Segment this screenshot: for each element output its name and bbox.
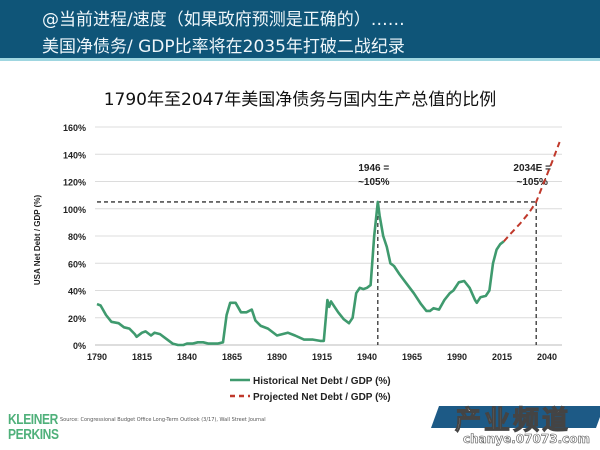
historical-debt-line — [96, 200, 505, 347]
watermark-text: 产业频道 — [454, 406, 572, 437]
y-tick-label: 20% — [68, 314, 86, 324]
x-tick-label: 2040 — [537, 352, 557, 362]
x-tick-label: 1890 — [267, 352, 287, 362]
x-tick-label: 1990 — [447, 352, 467, 362]
annotation-label: 2034E = — [513, 163, 551, 174]
y-tick-label: 140% — [63, 150, 86, 160]
y-tick-label: 80% — [68, 232, 86, 242]
y-tick-label: 120% — [63, 178, 86, 188]
y-axis-label: USA Net Debt / GDP (%) — [33, 195, 42, 286]
chart-title: 1790年至2047年美国净债务与国内生产总值的比例 — [103, 90, 497, 110]
watermark-url: chanye.07073.com — [463, 432, 591, 447]
annotation-label: ~105% — [516, 177, 548, 188]
logo-line-2: PERKINS — [8, 426, 59, 443]
legend-label: Projected Net Debt / GDP (%) — [253, 392, 391, 403]
kleiner-perkins-logo: KLEINER PERKINS — [8, 412, 59, 442]
x-tick-label: 1915 — [312, 352, 332, 362]
y-tick-label: 40% — [68, 287, 86, 297]
legend-label: Historical Net Debt / GDP (%) — [253, 376, 391, 387]
x-tick-label: 1965 — [402, 352, 422, 362]
y-tick-label: 0% — [73, 341, 86, 351]
x-tick-label: 1815 — [132, 352, 152, 362]
annotation-label: ~105% — [358, 177, 390, 188]
watermark-logo: 产业频道 chanye.07073.com — [425, 398, 600, 450]
x-tick-label: 1940 — [357, 352, 377, 362]
source-note: Source: Congressional Budget Office Long… — [60, 417, 266, 423]
x-tick-label: 1865 — [222, 352, 242, 362]
logo-line-1: KLEINER — [8, 411, 58, 428]
slide-header: @当前进程/速度（如果政府预测是正确的）…… 美国净债务/ GDP比率将在203… — [0, 0, 600, 61]
annotation-label: 1946 = — [358, 163, 389, 174]
x-tick-label: 1790 — [87, 352, 107, 362]
header-line-1: @当前进程/速度（如果政府预测是正确的）…… — [42, 10, 405, 30]
y-tick-label: 60% — [68, 259, 86, 269]
header-line-2: 美国净债务/ GDP比率将在2035年打破二战纪录 — [42, 37, 405, 57]
x-tick-label: 1840 — [177, 352, 197, 362]
y-tick-label: 160% — [63, 123, 86, 133]
y-tick-label: 100% — [63, 205, 86, 215]
x-tick-label: 2015 — [492, 352, 512, 362]
projected-debt-line — [503, 141, 561, 243]
